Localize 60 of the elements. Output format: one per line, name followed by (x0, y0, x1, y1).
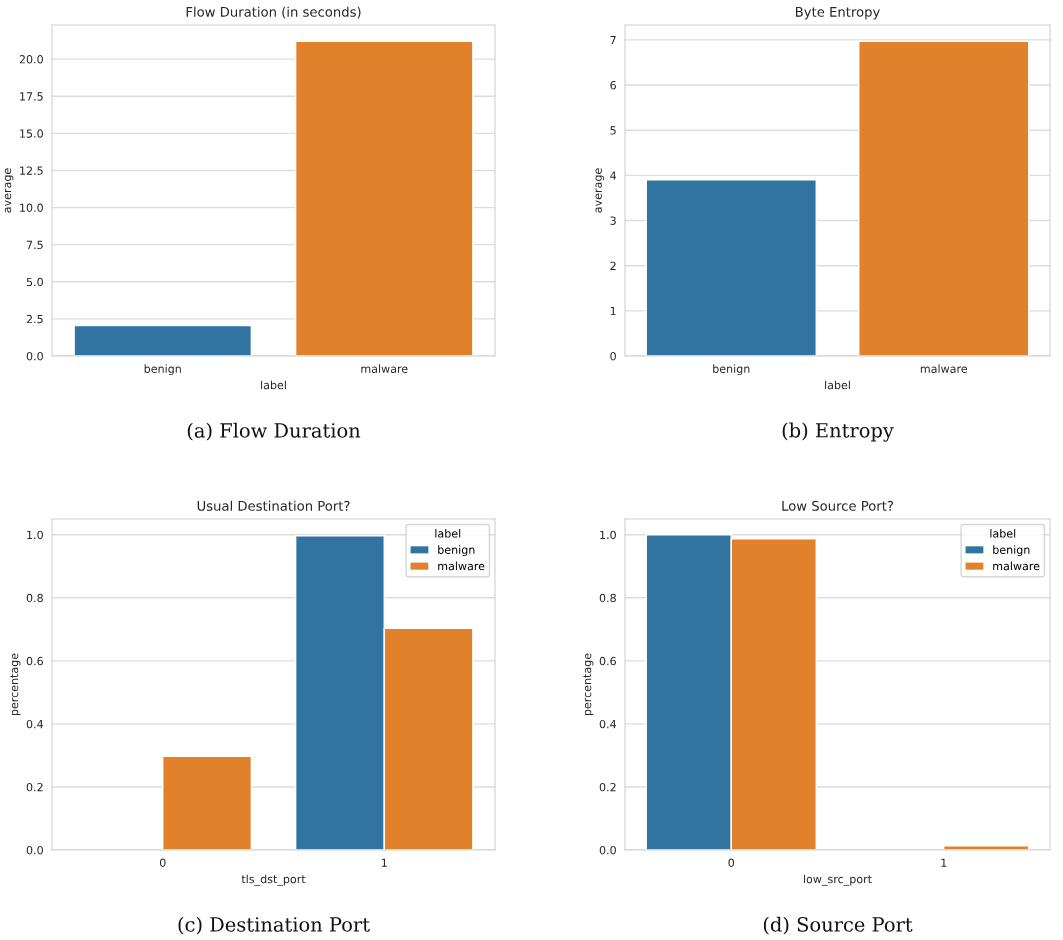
x-tick-label: 1 (381, 858, 387, 867)
x-tick-label: 0 (159, 858, 166, 867)
y-tick-label: 0.6 (599, 656, 616, 666)
y-tick-label: 0.4 (599, 719, 617, 729)
chart-title: Flow Duration (in seconds) (186, 6, 361, 19)
text: (c) Destination Port (178, 916, 370, 935)
y-axis-title: average (4, 168, 14, 213)
y-tick-label: 3 (610, 216, 616, 225)
y-tick-label: 12.5 (20, 166, 43, 175)
y-tick-label: 0.2 (599, 782, 616, 792)
y-tick-label: 20.0 (19, 55, 43, 64)
y-tick-label: 0.2 (26, 782, 43, 792)
y-tick-label: 1 (610, 306, 616, 316)
y-tick-label: 0.0 (26, 845, 43, 855)
x-tick-label: malware (920, 364, 968, 373)
y-tick-label: 0.0 (26, 351, 43, 361)
x-axis-title: label (825, 380, 850, 390)
legend-title: label (990, 529, 1016, 538)
y-tick-label: 10.0 (20, 203, 43, 212)
y-tick-label: 17.5 (20, 92, 43, 101)
legend-label: malware (438, 561, 485, 571)
y-tick-label: 6 (610, 81, 616, 90)
legend-title: label (435, 529, 461, 538)
x-tick-label: benign (144, 364, 181, 376)
y-tick-label: 5 (610, 126, 616, 135)
y-axis-title: percentage (10, 653, 21, 716)
y-tick-label: 4 (610, 171, 617, 180)
y-tick-label: 0.8 (26, 593, 43, 603)
y-tick-label: 7 (610, 36, 616, 45)
legend-label: malware (993, 561, 1040, 571)
text: (d) Source Port (763, 916, 913, 935)
y-axis-title: average (595, 168, 605, 213)
y-tick-label: 1.0 (600, 530, 616, 540)
y-tick-label: 0.0 (599, 845, 616, 855)
y-tick-label: 5.0 (26, 277, 43, 287)
x-axis-title: tls_dst_port (241, 874, 306, 886)
legend-label: benign (993, 545, 1030, 557)
chart-title: Low Source Port? (782, 500, 893, 511)
x-axis-title: low_src_port (804, 874, 872, 886)
text: (a) Flow Duration (187, 422, 361, 441)
chart-title: Usual Destination Port? (197, 500, 350, 511)
y-tick-label: 1.0 (27, 530, 43, 540)
y-tick-label: 0.8 (599, 593, 616, 603)
y-tick-label: 2.5 (26, 314, 43, 324)
x-tick-label: 1 (941, 858, 947, 867)
y-tick-label: 15.0 (20, 129, 43, 138)
x-tick-label: malware (361, 364, 408, 373)
legend-label: benign (438, 545, 475, 557)
x-tick-label: benign (713, 364, 750, 376)
y-axis-title: percentage (583, 653, 594, 716)
y-tick-label: 2 (610, 261, 616, 270)
text: (b) Entropy (782, 422, 894, 442)
x-tick-label: 0 (728, 858, 735, 867)
bar (162, 755, 253, 850)
y-tick-label: 0.6 (26, 656, 43, 666)
chart-title: Byte Entropy (795, 7, 880, 20)
x-axis-title: label (261, 380, 286, 390)
y-tick-label: 0 (610, 351, 616, 361)
y-tick-label: 0.4 (26, 719, 44, 729)
y-tick-label: 7.5 (26, 240, 43, 250)
